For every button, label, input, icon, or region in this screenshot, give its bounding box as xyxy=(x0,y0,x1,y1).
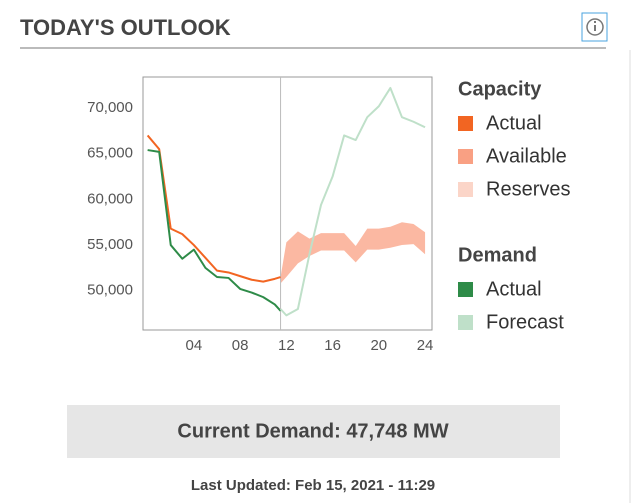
info-icon-stem xyxy=(594,25,596,31)
legend-label: Available xyxy=(486,145,567,167)
y-tick-label: 55,000 xyxy=(87,236,133,253)
legend-swatch xyxy=(458,149,473,164)
legend-label: Actual xyxy=(486,278,542,300)
y-tick-label: 65,000 xyxy=(87,145,133,162)
x-tick-label: 20 xyxy=(370,337,387,354)
legend-heading: Capacity xyxy=(458,78,542,100)
legend-swatch xyxy=(458,182,473,197)
info-icon[interactable] xyxy=(586,18,604,36)
widget-title: TODAY'S OUTLOOK xyxy=(20,15,231,40)
plot xyxy=(146,77,426,330)
legend-swatch xyxy=(458,315,473,330)
x-tick-label: 24 xyxy=(417,337,434,354)
legend-label: Reserves xyxy=(486,178,570,200)
current-demand: Current Demand: 47,748 MW xyxy=(177,420,448,442)
x-tick-label: 16 xyxy=(324,337,341,354)
last-updated: Last Updated: Feb 15, 2021 - 11:29 xyxy=(191,477,435,494)
legend-label: Forecast xyxy=(486,311,564,333)
x-tick-label: 08 xyxy=(232,337,249,354)
x-tick-label: 12 xyxy=(278,337,295,354)
series-line xyxy=(146,134,281,283)
x-tick-label: 04 xyxy=(186,337,203,354)
legend-heading: Demand xyxy=(458,244,537,266)
info-icon-dot xyxy=(594,21,596,23)
capacity-band xyxy=(280,222,426,284)
series-line xyxy=(279,86,426,317)
legend-swatch xyxy=(458,282,473,297)
y-tick-label: 50,000 xyxy=(87,282,133,299)
current-demand-box xyxy=(67,405,560,458)
info-button[interactable] xyxy=(581,12,608,42)
series-line xyxy=(147,149,282,312)
y-tick-label: 70,000 xyxy=(87,99,133,116)
plot-area xyxy=(142,76,433,331)
y-tick-label: 60,000 xyxy=(87,190,133,207)
legend-swatch xyxy=(458,116,473,131)
legend-label: Actual xyxy=(486,112,542,134)
